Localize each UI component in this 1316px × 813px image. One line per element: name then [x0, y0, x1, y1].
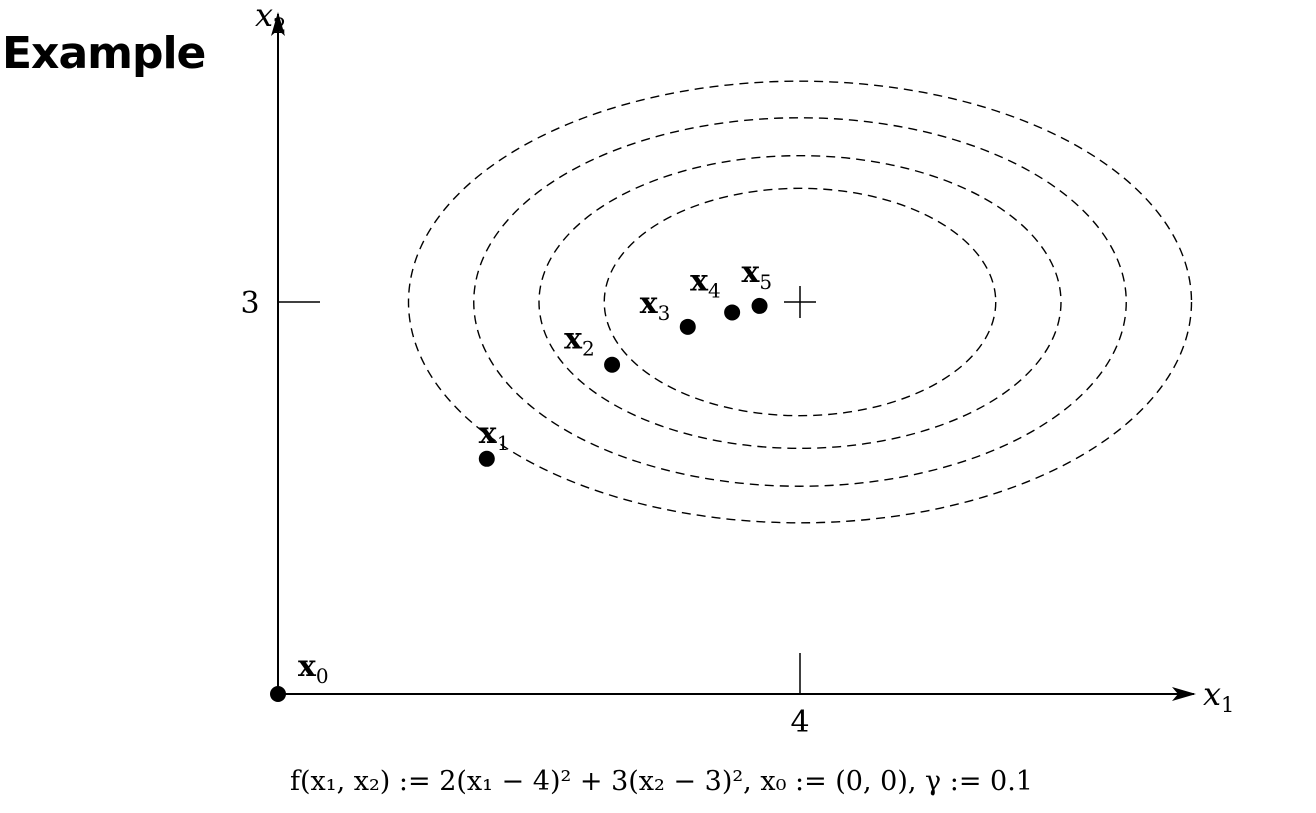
- minimum-plus-icon: [784, 286, 816, 318]
- iterate-point-x3: [679, 318, 696, 335]
- iterate-point-x2: [604, 356, 621, 373]
- contour-ellipse-3: [473, 117, 1127, 487]
- iterate-label-x4: x4: [690, 263, 721, 302]
- formula: f(x₁, x₂) := 2(x₁ − 4)² + 3(x₂ − 3)², x₀…: [290, 766, 1033, 797]
- y-tick-label: 3: [240, 286, 259, 321]
- iterate-label-x5: x5: [742, 255, 773, 294]
- iterate-point-x0: [270, 686, 286, 702]
- x-tick-label: 4: [790, 705, 809, 740]
- y-axis-label: x2: [255, 0, 286, 38]
- page-title: Example: [2, 28, 206, 79]
- contour-ellipse-2: [538, 154, 1062, 450]
- contour-ellipse-1: [603, 187, 997, 417]
- iterate-point-x4: [724, 304, 741, 321]
- contour-ellipse-4: [407, 80, 1193, 524]
- iterate-label-x1: x1: [479, 416, 510, 455]
- iterate-points: x0 x1 x2 x3 x4 x5: [270, 255, 772, 702]
- iterate-label-x2: x2: [564, 322, 595, 361]
- iterate-label-x3: x3: [640, 286, 671, 325]
- x-axis-label: x1: [1203, 675, 1234, 717]
- iterate-label-x0: x0: [298, 649, 329, 688]
- contour-lines: [407, 80, 1193, 524]
- iterate-point-x5: [751, 297, 768, 314]
- iterate-point-x1: [478, 450, 495, 467]
